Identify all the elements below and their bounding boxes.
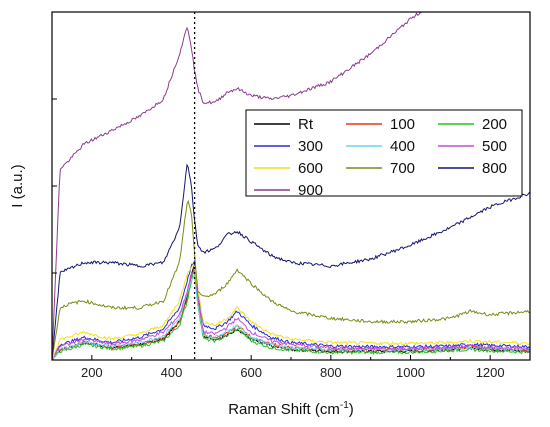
legend-label-800: 800 [482, 160, 507, 177]
series-line-800 [52, 163, 530, 360]
x-tick-label-400: 400 [161, 365, 183, 380]
x-axis-title-close: ) [349, 401, 354, 418]
x-tick-label-1000: 1000 [396, 365, 425, 380]
legend-label-700: 700 [390, 160, 415, 177]
legend-label-900: 900 [298, 182, 323, 199]
legend-label-500: 500 [482, 138, 507, 155]
y-axis-title: I (a.u.) [9, 164, 26, 207]
series-line-700 [52, 199, 530, 360]
legend-label-600: 600 [298, 160, 323, 177]
x-axis-ticks: 200 400 600 800 1000 1200 [81, 355, 505, 380]
legend-label-200: 200 [482, 116, 507, 133]
legend: Rt 100 200 300 400 500 600 700 800 900 [245, 109, 523, 199]
x-axis-title: Raman Shift (cm-1) [228, 400, 354, 418]
series-line-600 [52, 263, 530, 360]
x-tick-label-800: 800 [320, 365, 342, 380]
x-tick-label-200: 200 [81, 365, 103, 380]
legend-label-100: 100 [390, 116, 415, 133]
legend-label-Rt: Rt [298, 116, 314, 133]
legend-label-400: 400 [390, 138, 415, 155]
y-axis-ticks [52, 11, 57, 274]
series-line-400 [52, 274, 530, 360]
legend-box [245, 109, 523, 197]
x-tick-label-600: 600 [240, 365, 262, 380]
legend-label-300: 300 [298, 138, 323, 155]
series-layer [52, 12, 530, 360]
x-axis-title-sup: -1 [340, 400, 349, 411]
x-axis-title-main: Raman Shift (cm [228, 401, 340, 418]
series-line-500 [52, 268, 530, 360]
series-line-900 [52, 12, 422, 360]
x-tick-label-1200: 1200 [476, 365, 505, 380]
series-line-200 [52, 270, 530, 360]
